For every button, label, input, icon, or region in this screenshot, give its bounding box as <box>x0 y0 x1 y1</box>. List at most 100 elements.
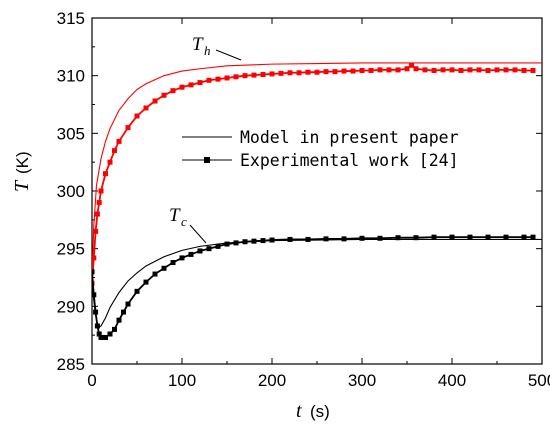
series-marker-3 <box>251 238 257 244</box>
series-marker-3 <box>215 243 221 249</box>
y-tick-label: 295 <box>57 240 85 259</box>
series-marker-3 <box>103 334 108 340</box>
series-marker-1 <box>152 98 158 104</box>
series-marker-3 <box>206 246 212 252</box>
series-marker-1 <box>521 67 527 73</box>
series-marker-1 <box>112 148 117 154</box>
series-line-3 <box>92 236 533 339</box>
series-marker-1 <box>503 67 509 73</box>
series-marker-1 <box>260 72 266 78</box>
series-marker-1 <box>494 67 500 73</box>
series-marker-3 <box>413 235 419 241</box>
series-marker-1 <box>215 76 221 82</box>
y-axis-symbol: T <box>11 179 33 192</box>
series-marker-3 <box>449 234 455 240</box>
series-marker-3 <box>359 235 365 241</box>
series-marker-3 <box>161 265 167 271</box>
y-axis-title: T (K) <box>11 151 33 192</box>
series-marker-3 <box>233 240 239 246</box>
x-tick-label: 400 <box>438 371 466 390</box>
x-axis-symbol: t <box>296 400 302 422</box>
legend-experimental-label: Experimental work [24] <box>240 151 459 170</box>
series-marker-1 <box>233 74 239 80</box>
y-tick-label: 315 <box>57 9 85 28</box>
y-tick-label: 305 <box>57 124 85 143</box>
annotation-tc: T c <box>169 205 207 244</box>
series-marker-1 <box>458 67 464 73</box>
x-tick-label: 200 <box>258 371 286 390</box>
series-marker-1 <box>161 92 167 98</box>
series-marker-1 <box>512 67 518 73</box>
x-axis-unit: (s) <box>310 402 330 421</box>
series-marker-1 <box>224 75 230 81</box>
series-marker-1 <box>92 255 97 261</box>
series-marker-3 <box>92 292 97 298</box>
series-marker-1 <box>422 67 428 73</box>
series-marker-3 <box>260 238 266 244</box>
series-marker-3 <box>179 255 185 261</box>
annotation-tc-leader <box>189 224 207 244</box>
series-marker-1 <box>197 80 203 86</box>
y-tick-label: 290 <box>57 297 85 316</box>
series-line-2 <box>92 238 542 328</box>
series-marker-1 <box>107 159 113 165</box>
series-marker-1 <box>314 69 320 75</box>
series-marker-3 <box>170 260 176 266</box>
series-marker-3 <box>503 234 509 240</box>
series-marker-1 <box>179 84 185 90</box>
series-marker-3 <box>112 326 117 332</box>
series-marker-1 <box>449 67 455 73</box>
series-marker-3 <box>152 271 158 277</box>
legend: Model in present paper Experimental work… <box>182 128 459 170</box>
series-marker-1 <box>251 72 257 78</box>
series-marker-1 <box>305 69 311 75</box>
y-axis-ticks: 285 290 295 300 305 310 315 <box>57 9 542 374</box>
series-marker-1 <box>530 67 536 73</box>
series-marker-1 <box>332 69 338 75</box>
series-marker-1 <box>350 68 356 74</box>
annotation-th: T h <box>192 34 242 61</box>
series-marker-1 <box>116 138 122 144</box>
series-marker-1 <box>269 71 275 77</box>
series-marker-3 <box>485 234 491 240</box>
series-marker-3 <box>287 236 293 242</box>
series-marker-3 <box>93 309 99 315</box>
series-marker-1 <box>98 188 104 194</box>
series-marker-1 <box>440 67 446 73</box>
series-marker-3 <box>188 251 194 257</box>
series-marker-3 <box>92 269 95 275</box>
series-marker-1 <box>170 88 176 94</box>
series-marker-1 <box>134 113 140 119</box>
series-marker-1 <box>242 73 248 79</box>
x-tick-label: 100 <box>168 371 196 390</box>
series-marker-1 <box>368 67 374 73</box>
series-marker-1 <box>287 70 293 76</box>
legend-model-label: Model in present paper <box>240 128 459 147</box>
series-marker-3 <box>121 309 126 315</box>
series-marker-1 <box>96 200 102 206</box>
series-marker-3 <box>96 331 102 337</box>
x-tick-label: 0 <box>87 371 96 390</box>
series-marker-3 <box>377 235 383 241</box>
series-marker-1 <box>143 105 149 111</box>
series-line-0 <box>92 62 542 278</box>
series-marker-1 <box>341 68 347 74</box>
series-marker-1 <box>125 125 131 131</box>
x-axis-ticks: 0 100 200 300 400 500 <box>87 18 550 390</box>
legend-experimental-marker <box>204 157 210 163</box>
x-tick-label: 300 <box>348 371 376 390</box>
series-marker-1 <box>377 67 383 73</box>
series-marker-3 <box>341 236 347 242</box>
y-axis-unit: (K) <box>13 151 32 174</box>
series-marker-1 <box>431 67 437 73</box>
series-marker-3 <box>521 234 527 240</box>
series-marker-3 <box>431 234 437 240</box>
series-marker-3 <box>242 239 248 245</box>
y-tick-label: 310 <box>57 67 85 86</box>
series-marker-3 <box>116 317 122 323</box>
x-axis-title: t (s) <box>296 400 330 422</box>
series-marker-1 <box>188 82 194 88</box>
series-marker-3 <box>269 237 275 243</box>
series-marker-3 <box>107 331 113 337</box>
